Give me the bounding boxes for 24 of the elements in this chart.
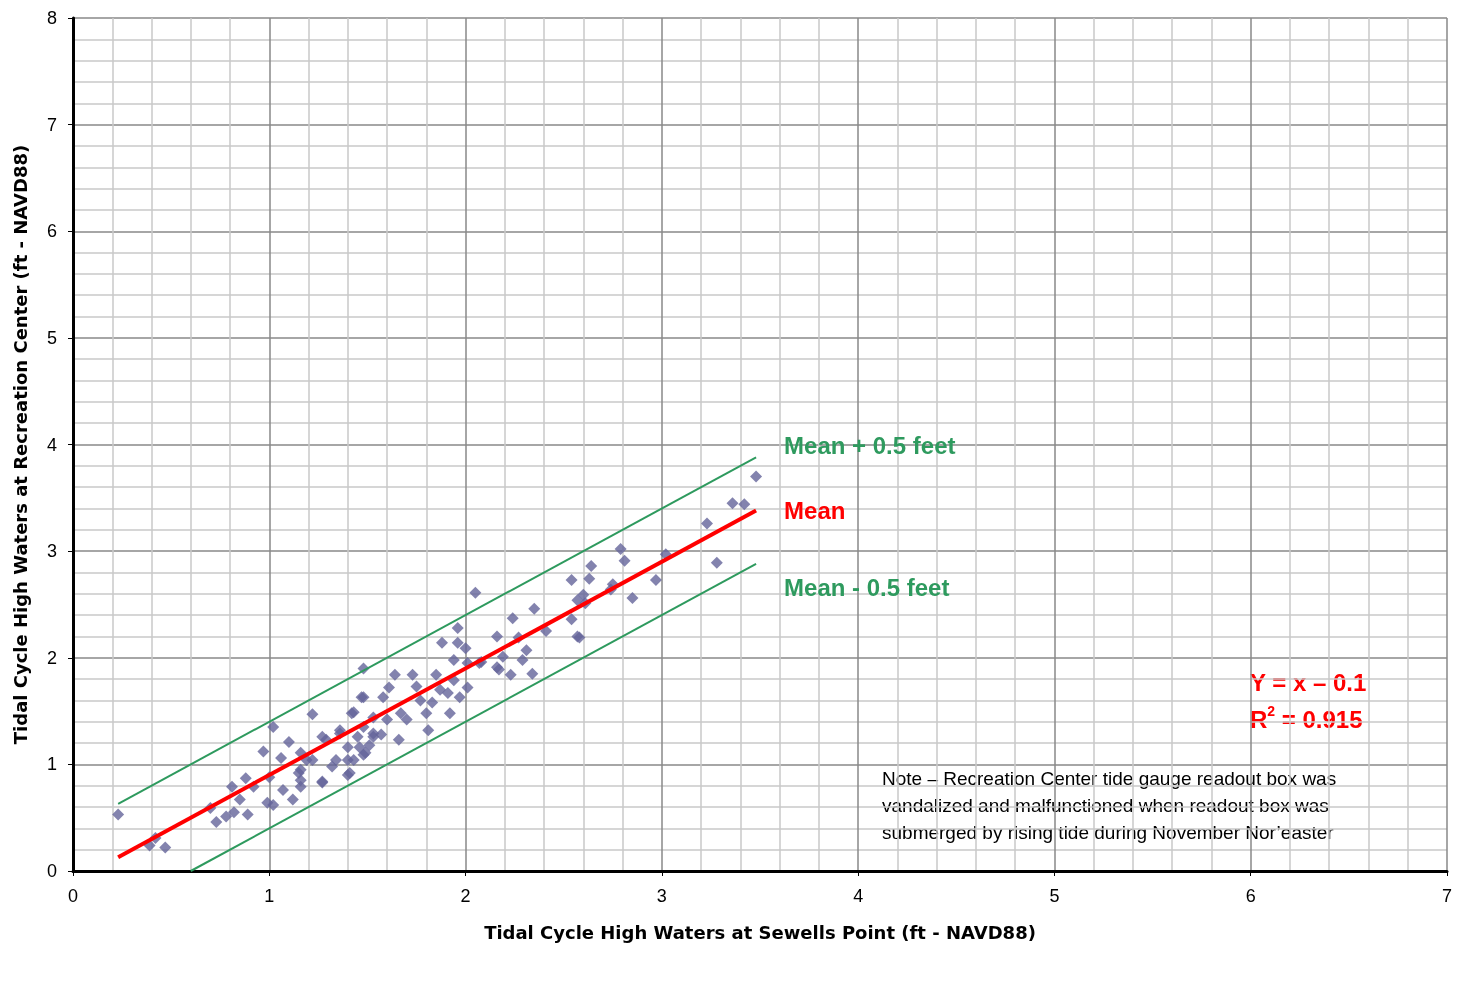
x-tick-label: 5 xyxy=(1049,886,1060,906)
annotation: Y = x – 0.1 xyxy=(1250,668,1367,696)
x-axis-title: Tidal Cycle High Waters at Sewells Point (ft - NAVD88) xyxy=(484,921,1036,943)
annotation: Note – Recreation Center tide gauge readout box was vandalized and malfunctioned when readout box was submerged by rising tide during November Nor’easter xyxy=(882,768,1342,843)
y-tick-label: 1 xyxy=(46,754,57,775)
x-tick-label: 1 xyxy=(264,886,275,906)
y-tick-label: 4 xyxy=(46,434,57,455)
y-axis-title: Tidal Cycle High Waters at Recreation Center (ft - NAVD88) xyxy=(9,144,31,745)
y-tick-label: 8 xyxy=(46,8,57,28)
x-tick-label: 2 xyxy=(460,886,471,906)
y-tick-label: 2 xyxy=(46,647,57,668)
series-label: Mean + 0.5 feet xyxy=(784,431,956,459)
x-tick-label: 0 xyxy=(67,886,79,906)
x-tick-label: 6 xyxy=(1245,886,1256,906)
y-tick-label: 0 xyxy=(46,861,57,881)
y-tick-label: 5 xyxy=(46,327,57,348)
x-tick-label: 4 xyxy=(853,886,864,906)
y-tick-label: 3 xyxy=(46,541,57,562)
series-label: Mean - 0.5 feet xyxy=(784,574,950,602)
y-tick-label: 7 xyxy=(46,114,57,135)
y-tick-label: 6 xyxy=(46,221,57,242)
x-tick-label: 3 xyxy=(656,886,667,906)
series-label: Mean xyxy=(784,497,846,525)
x-tick-label: 7 xyxy=(1441,886,1453,906)
